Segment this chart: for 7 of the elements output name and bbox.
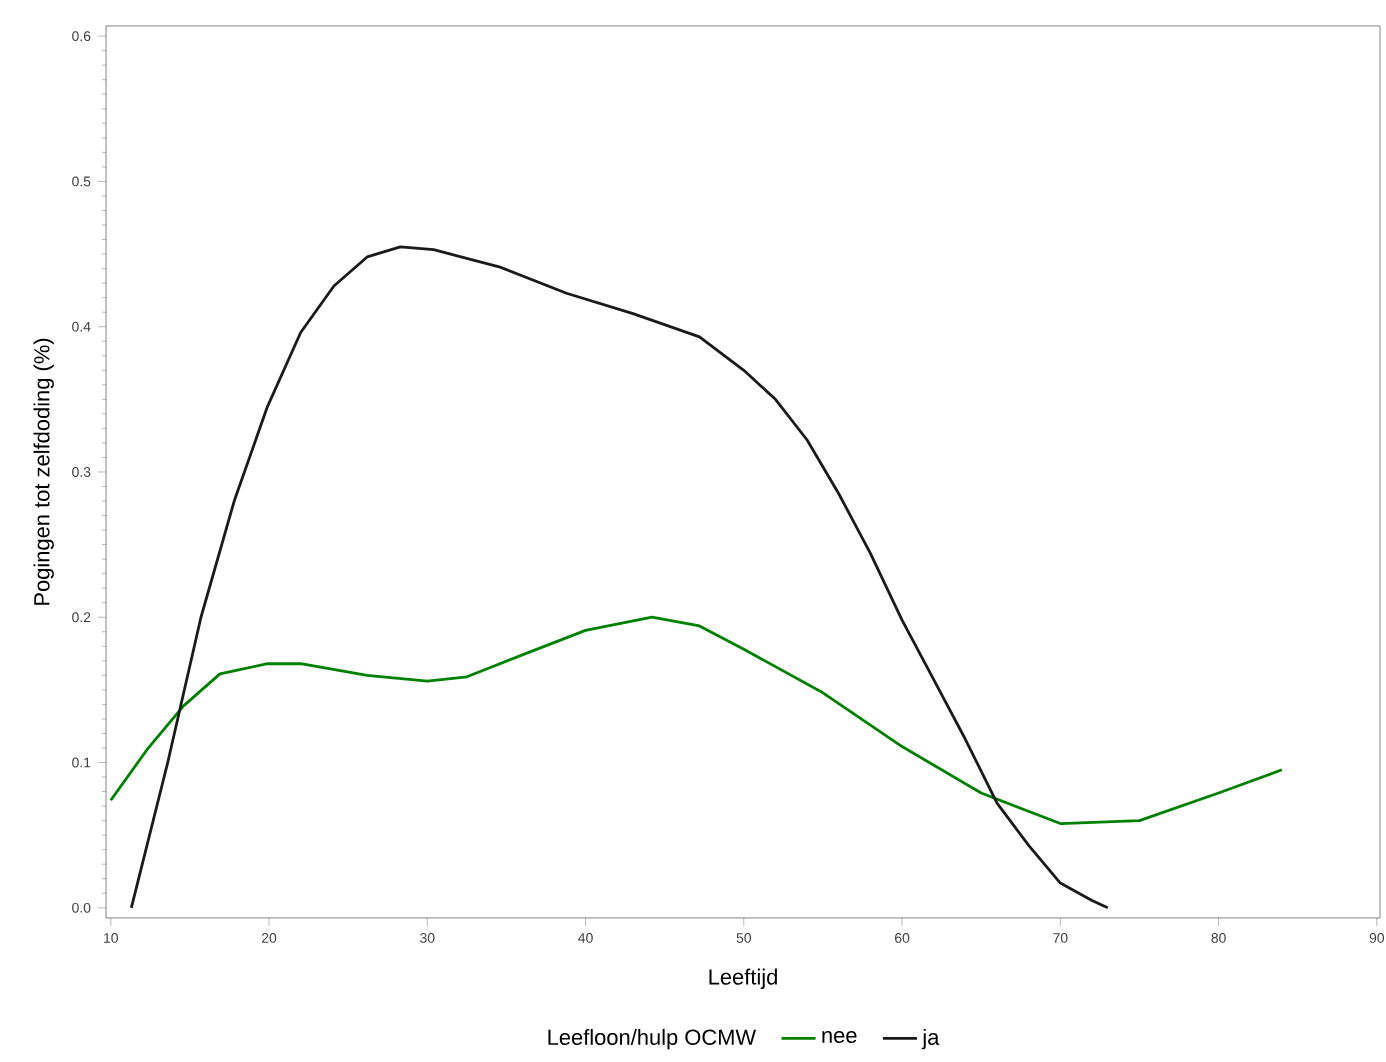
legend-label: nee	[822, 1030, 857, 1043]
line-series	[109, 615, 1284, 825]
line-series	[129, 245, 1110, 910]
legend-title: Leefloon/hulp OCMW	[548, 1028, 757, 1050]
y-axis-title: Pogingen tot zelfdoding (%)	[33, 338, 54, 605]
legend-label: ja	[921, 1028, 940, 1050]
x-axis-title: Leeftijd	[709, 968, 777, 989]
